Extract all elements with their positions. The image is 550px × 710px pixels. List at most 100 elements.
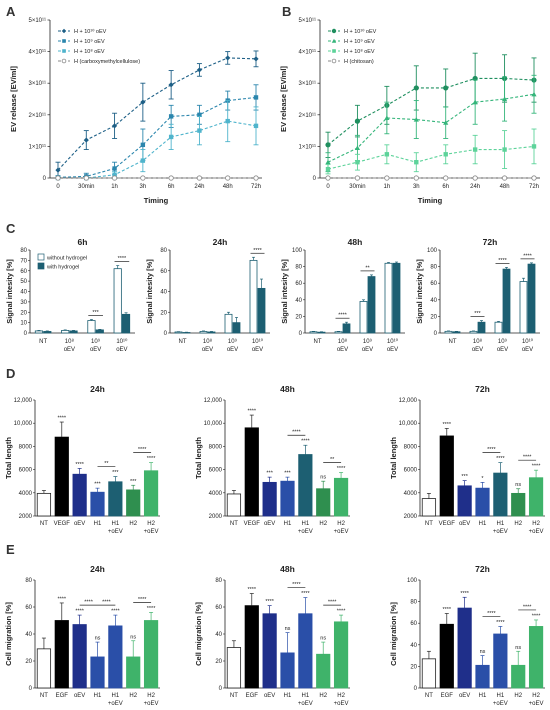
y-tick-label-c3: 40 <box>430 298 437 304</box>
data-point-a <box>197 128 202 133</box>
y-axis-title-b: EV release [EV/ml] <box>279 66 288 132</box>
y-tick-label-c0: 10 <box>20 321 27 327</box>
sig-label-e2: ns <box>515 645 521 651</box>
y-tick-label-e0: 40 <box>25 632 32 638</box>
x-tick-label-a: 24h <box>194 184 204 190</box>
sig-label-d2: **** <box>443 422 452 428</box>
bar-c2-s1 <box>317 331 326 334</box>
sig-label-e2: **** <box>460 591 469 597</box>
x-tick-label-c2: NT <box>314 339 322 345</box>
x-tick-label-b: 72h <box>529 184 539 190</box>
bar-c0-s0 <box>87 320 96 334</box>
legend-label-b: H (chitosan) <box>344 59 374 65</box>
legend-marker-a <box>61 28 67 34</box>
x-tick-sublabel-c1: oEV <box>227 347 238 353</box>
bar-c0-s1 <box>95 329 104 334</box>
subplot-title-c1: 24h <box>213 237 228 247</box>
bar-e0 <box>143 620 159 689</box>
y-tick-label-c3: 0 <box>434 331 438 337</box>
x-tick-label-e2: H1 <box>479 693 487 699</box>
bar-c0-s1 <box>121 313 131 334</box>
bar-e1 <box>333 621 349 689</box>
x-tick-label-b: 1h <box>384 184 391 190</box>
x-tick-label-e0: H2 <box>147 693 155 699</box>
bar-d1 <box>244 427 259 517</box>
bar-e0 <box>36 648 52 689</box>
y-tick-label-e1: 60 <box>215 605 222 611</box>
data-point-a <box>168 114 174 119</box>
data-point-a <box>140 142 146 148</box>
x-tick-label-e0: NT <box>40 693 48 699</box>
series-line-b-2 <box>327 145 535 170</box>
bar-c0-s1 <box>69 330 78 334</box>
x-tick-sublabel-e1: +oEV <box>334 701 349 705</box>
y-tick-label-e0: 20 <box>25 659 32 665</box>
x-tick-label-e0: H1 <box>112 693 120 699</box>
data-point-a <box>197 112 202 117</box>
series-line-b-0 <box>327 77 535 146</box>
bar-d0 <box>126 489 141 517</box>
x-tick-label-c0: 10⁹ <box>91 338 101 345</box>
x-tick-label-d1: NT <box>230 521 238 527</box>
bar-c3-s1 <box>502 268 511 334</box>
bar-e2 <box>475 664 490 689</box>
data-point-b <box>354 145 361 151</box>
subplot-title-e2: 72h <box>475 564 490 574</box>
chart-layer: 0 1×10¹¹ 2×10¹¹ 3×10¹¹ 4×10¹¹ 5×10¹¹ 0 30min 1h 3… <box>4 18 545 707</box>
x-tick-label-d2: H2 <box>532 521 540 527</box>
x-tick-label-d1: oEV <box>264 521 275 527</box>
y-tick-label-c1: 60 <box>160 269 167 275</box>
legend-marker-b <box>331 28 337 34</box>
x-tick-label-d0: H1 <box>112 521 120 527</box>
x-tick-sublabel-d2: +oEV <box>529 529 544 535</box>
data-point-a <box>253 175 259 181</box>
data-point-a <box>112 166 117 171</box>
y-tick-label-d0: 2000 <box>19 514 33 520</box>
x-tick-label-e0: H2 <box>129 693 137 699</box>
y-tick-label-a: 0 <box>43 176 47 182</box>
y-tick-label-d2: 12,000 <box>399 398 418 404</box>
y-tick-label-c3: 80 <box>430 265 437 271</box>
x-tick-label-d1: VEGF <box>244 521 261 527</box>
y-tick-label-e0: 0 <box>29 686 33 692</box>
sig-label-e0: ns <box>95 636 101 642</box>
y-tick-label-d0: 6000 <box>19 468 33 474</box>
y-tick-label-c2: 60 <box>295 281 302 287</box>
bar-c2-s0 <box>384 262 393 334</box>
sig-label-e2: **** <box>532 613 541 619</box>
x-tick-label-b: 3h <box>413 184 420 190</box>
y-tick-label-e1: 80 <box>215 578 222 584</box>
bar-d1 <box>262 481 277 517</box>
subplot-title-e1: 48h <box>280 564 295 574</box>
x-tick-label-e2: H1 <box>497 693 505 699</box>
bar-d2 <box>511 492 526 517</box>
y-tick-label-e1: 40 <box>215 632 222 638</box>
bar-c1-s1 <box>257 287 266 334</box>
bar-c1-s1 <box>207 331 216 334</box>
y-tick-label-a: 1×10¹¹ <box>28 144 46 150</box>
data-point-b <box>354 175 361 181</box>
y-axis-title-c3: Signal intesity [%] <box>415 259 424 324</box>
y-tick-label-e2: 100 <box>407 578 418 584</box>
y-tick-label-c3: 100 <box>427 248 438 254</box>
sig-label-d0: **** <box>75 462 84 468</box>
x-tick-sublabel-d0: +oEV <box>108 529 123 535</box>
x-tick-label-e1: EGF <box>246 693 259 699</box>
x-tick-label-d2: NT <box>425 521 433 527</box>
x-tick-label-c2: 10⁸ <box>338 338 348 345</box>
data-point-a <box>55 175 61 181</box>
data-point-b <box>325 166 331 172</box>
bar-c2-s0 <box>309 331 318 334</box>
sig-label-e2: **** <box>443 607 452 613</box>
x-tick-sublabel-c3: oEV <box>522 347 533 353</box>
y-axis-title-e1: Cell migration [%] <box>194 602 203 666</box>
sig-label-e1: ns <box>285 626 291 632</box>
sig-label-c2: ** <box>365 265 370 271</box>
legend-marker-a <box>61 58 67 64</box>
bar-c1-s0 <box>249 259 258 334</box>
sig-bracket-label-e0: **** <box>84 600 93 606</box>
subplot-title-d2: 72h <box>475 384 490 394</box>
x-tick-label-c0: 10¹⁰ <box>116 338 128 345</box>
bar-c1-s1 <box>232 322 241 334</box>
